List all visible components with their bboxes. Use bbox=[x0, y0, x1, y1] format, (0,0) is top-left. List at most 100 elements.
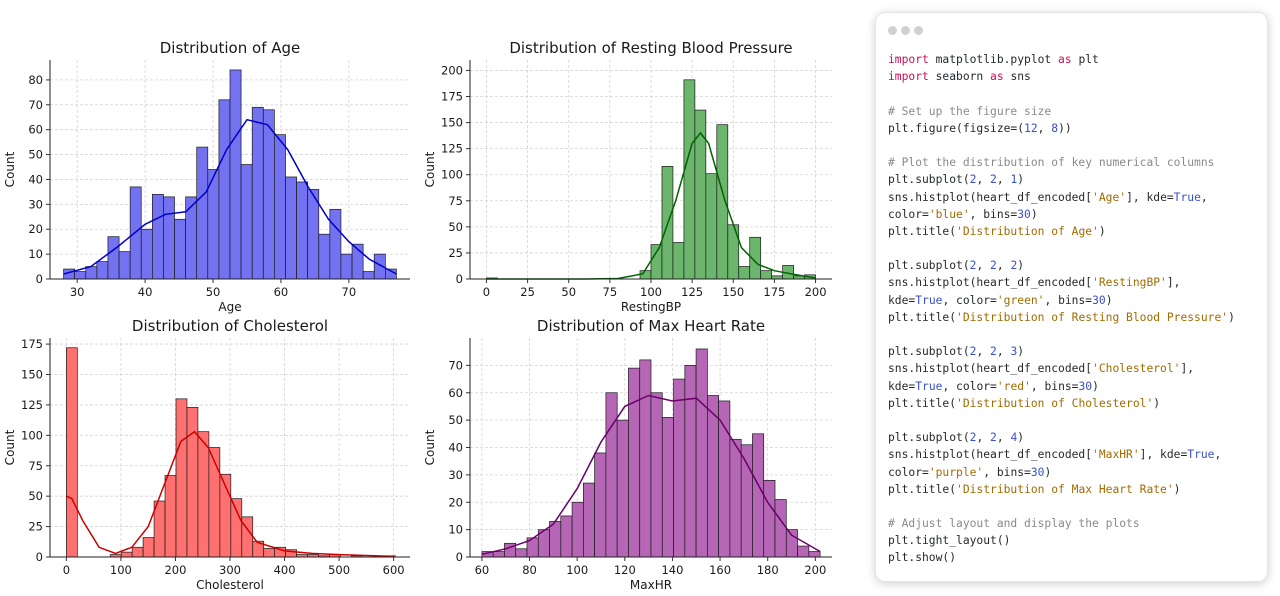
x-tick-label: 40 bbox=[138, 285, 153, 299]
code-line: plt.subplot(2, 2, 1) bbox=[888, 171, 1235, 188]
y-tick-label: 0 bbox=[456, 550, 463, 564]
bar bbox=[605, 392, 618, 558]
code-token: plt.title( bbox=[888, 396, 957, 410]
bar bbox=[583, 482, 595, 558]
bar bbox=[329, 208, 342, 280]
code-token: ) bbox=[1017, 173, 1025, 187]
x-tick-label: 200 bbox=[164, 563, 186, 577]
code-token: # Set up the figure size bbox=[888, 104, 1052, 118]
bar bbox=[174, 218, 186, 280]
x-tick-label: 175 bbox=[763, 285, 785, 299]
code-token: 8 bbox=[1051, 121, 1059, 135]
code-token: True bbox=[1187, 448, 1215, 462]
bar bbox=[196, 146, 209, 280]
bar bbox=[639, 270, 652, 280]
code-token: ) bbox=[1044, 465, 1052, 479]
code-line bbox=[888, 412, 1235, 429]
code-token: 2 bbox=[990, 173, 997, 187]
y-tick-label: 125 bbox=[441, 142, 463, 156]
y-tick-label: 50 bbox=[28, 148, 43, 162]
code-line: color='purple', bins=30) bbox=[888, 464, 1235, 481]
bar bbox=[785, 529, 798, 558]
bar bbox=[153, 500, 166, 558]
bar bbox=[727, 224, 740, 280]
bar bbox=[594, 452, 607, 558]
x-tick-label: 300 bbox=[219, 563, 241, 577]
y-tick-label: 60 bbox=[28, 123, 43, 137]
bar bbox=[85, 266, 98, 280]
y-tick-label: 50 bbox=[28, 489, 43, 503]
x-tick-label: 80 bbox=[522, 563, 537, 577]
bar bbox=[650, 244, 663, 280]
bar bbox=[186, 407, 199, 558]
code-token: sns.histplot(heart_df_encoded[ bbox=[888, 190, 1093, 204]
code-token: import bbox=[888, 70, 929, 84]
code-line bbox=[888, 240, 1235, 257]
bar bbox=[760, 270, 773, 280]
code-token: , bbox=[1037, 121, 1052, 135]
bar bbox=[616, 419, 629, 558]
kde-line bbox=[481, 394, 821, 556]
code-line: sns.histplot(heart_df_encoded['RestingBP… bbox=[888, 274, 1235, 291]
bar bbox=[251, 106, 264, 280]
bar bbox=[695, 348, 708, 558]
bar bbox=[318, 233, 331, 280]
bar bbox=[263, 548, 276, 558]
x-tick-label: 50 bbox=[206, 285, 221, 299]
code-token: # Adjust layout and display the plots bbox=[888, 517, 1140, 531]
code-token: , bbox=[996, 431, 1011, 445]
code-token: , color= bbox=[942, 293, 997, 307]
y-tick-label: 10 bbox=[28, 247, 43, 261]
code-line: sns.histplot(heart_df_encoded['Age'], kd… bbox=[888, 189, 1235, 206]
bar bbox=[185, 196, 198, 280]
code-token: seaborn bbox=[928, 70, 991, 84]
bar bbox=[560, 515, 573, 558]
code-line: plt.title('Distribution of Cholesterol') bbox=[888, 395, 1235, 412]
code-token: , bbox=[996, 173, 1011, 187]
code-token: , bbox=[976, 259, 991, 273]
y-tick-label: 0 bbox=[456, 272, 463, 286]
y-tick-label: 50 bbox=[448, 220, 463, 234]
y-tick-label: 25 bbox=[448, 246, 463, 260]
x-tick-label: 0 bbox=[483, 285, 490, 299]
code-line: plt.subplot(2, 2, 3) bbox=[888, 343, 1235, 360]
x-tick-label: 100 bbox=[640, 285, 662, 299]
x-axis-label: Age bbox=[218, 300, 241, 314]
y-tick-label: 100 bbox=[21, 428, 43, 442]
bar bbox=[120, 551, 133, 558]
x-axis-label: MaxHR bbox=[630, 578, 672, 592]
code-token: , bbox=[976, 431, 991, 445]
x-tick-label: 400 bbox=[274, 563, 296, 577]
bar bbox=[661, 417, 674, 558]
code-token: ], kde= bbox=[1126, 190, 1174, 204]
y-tick-label: 75 bbox=[448, 194, 463, 208]
bar bbox=[571, 501, 584, 558]
code-token: plt.subplot( bbox=[888, 431, 970, 445]
code-token: as bbox=[1058, 53, 1072, 66]
code-token: import bbox=[888, 53, 929, 66]
code-token: plt bbox=[1071, 53, 1099, 66]
window-dot bbox=[901, 26, 910, 35]
bar bbox=[774, 499, 787, 558]
x-tick-label: 30 bbox=[70, 285, 85, 299]
kde-line bbox=[486, 131, 816, 280]
code-token: 4 bbox=[1010, 431, 1018, 445]
bar bbox=[175, 398, 188, 558]
code-token: 1 bbox=[1010, 173, 1018, 187]
bar bbox=[808, 551, 821, 558]
y-tick-label: 70 bbox=[28, 98, 43, 112]
code-line: # Set up the figure size bbox=[888, 103, 1235, 120]
code-token: 2 bbox=[990, 259, 997, 273]
x-tick-label: 70 bbox=[342, 285, 357, 299]
y-tick-label: 30 bbox=[448, 468, 463, 482]
code-line bbox=[888, 85, 1235, 102]
bar bbox=[74, 271, 87, 280]
code-token: 30 bbox=[1030, 465, 1045, 479]
bar bbox=[340, 253, 353, 280]
x-axis-label: Cholesterol bbox=[196, 578, 264, 592]
code-token: ], kde= bbox=[1139, 448, 1188, 462]
charts: 0 10 20 30 40 50 60 70 80 30 40 50 60 70 Distribution … bbox=[3, 39, 832, 592]
y-tick-label: 20 bbox=[448, 495, 463, 509]
y-axis-label: Count bbox=[3, 429, 17, 465]
